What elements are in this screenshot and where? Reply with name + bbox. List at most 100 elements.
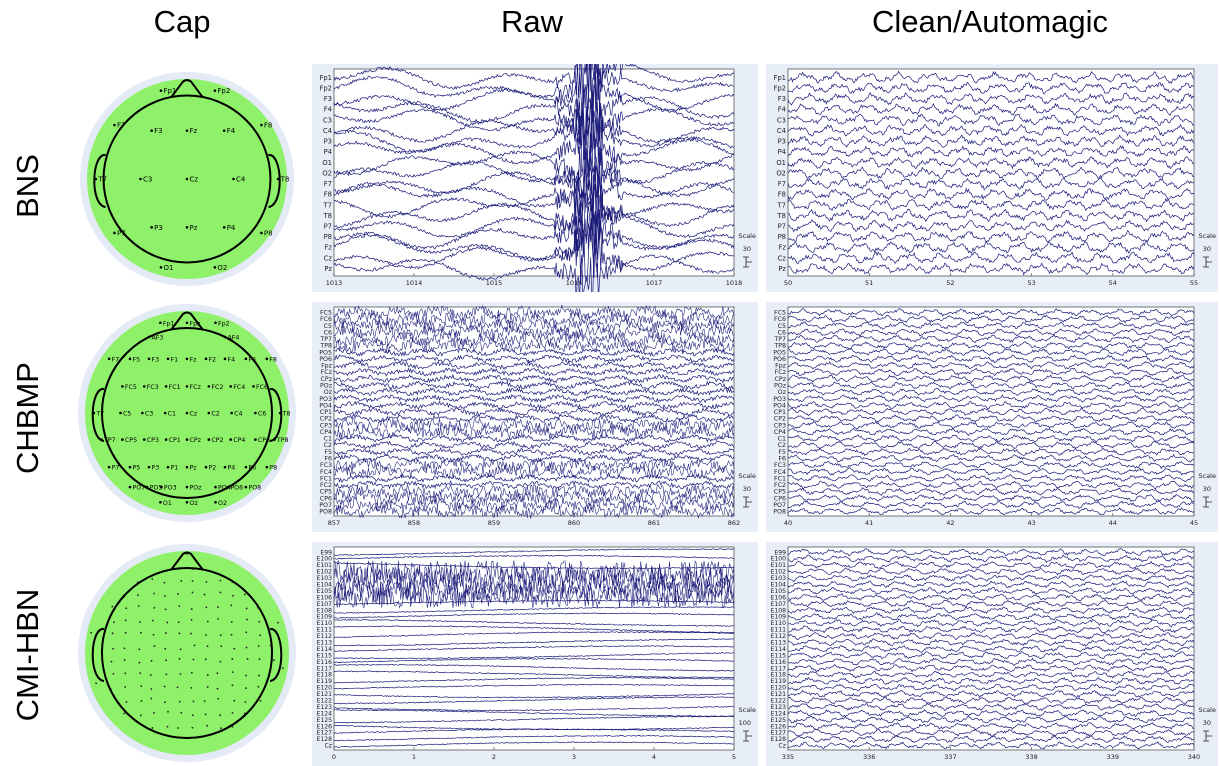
eeg-trace [333, 683, 735, 690]
eeg-trace [334, 631, 735, 638]
x-tick-label: 1018 [726, 279, 743, 287]
electrode-dot [166, 621, 169, 624]
electrode-dot [220, 645, 223, 648]
channel-label: PO8 [773, 509, 786, 516]
x-tick-label: 43 [1027, 519, 1035, 527]
electrode-dot [110, 660, 113, 663]
electrode-dot [257, 645, 260, 647]
channel-label: E107 [316, 601, 332, 608]
eeg-trace [787, 507, 1195, 516]
channel-label: CP2 [320, 416, 332, 423]
channel-label: PO8 [319, 509, 332, 516]
eeg-trace [788, 741, 1195, 750]
channel-label: E114 [770, 646, 786, 653]
x-tick-label: 860 [568, 519, 580, 527]
electrode-label: P4 [227, 224, 236, 232]
eeg-trace [333, 91, 735, 153]
electrode-dot [178, 700, 181, 703]
channel-label: CP6 [774, 495, 786, 502]
electrode-dot [206, 645, 209, 648]
electrode-dot [278, 411, 282, 415]
electrode-dot [150, 697, 153, 700]
electrode-dot [252, 385, 255, 388]
electrode-dot [159, 321, 162, 325]
channel-label: E106 [770, 594, 786, 601]
electrode-dot [230, 604, 233, 607]
x-tick-label: 336 [863, 753, 875, 761]
electrode-dot [164, 385, 168, 388]
electrode-label: Cz [190, 176, 199, 184]
eeg-trace [787, 81, 1195, 95]
electrode-dot [231, 671, 234, 674]
eeg-trace [333, 483, 735, 500]
electrode-label: P7 [112, 465, 120, 472]
eeg-trace [787, 341, 1195, 350]
channel-label: F3 [324, 95, 332, 103]
x-tick-label: 857 [328, 519, 340, 527]
channel-label: TP8 [773, 343, 786, 350]
electrode-label: AF4 [228, 335, 240, 342]
channel-label: E108 [316, 607, 332, 614]
electrode-dot [257, 685, 260, 688]
eeg-trace [787, 735, 1195, 744]
channel-label: E125 [316, 717, 332, 724]
electrode-dot [185, 321, 189, 325]
electrode-dot [233, 699, 236, 702]
electrode-dot [185, 465, 189, 469]
eeg-trace [787, 715, 1195, 724]
eeg-trace [333, 367, 735, 377]
channel-label: E128 [770, 736, 786, 743]
electrode-dot [222, 129, 226, 132]
eeg-trace [787, 308, 1195, 317]
electrode-label: P7 [117, 229, 126, 237]
eeg-trace [787, 166, 1195, 180]
electrode-label: F7 [117, 122, 125, 130]
electrode-dot [244, 465, 248, 469]
channel-label: FC1 [320, 475, 332, 482]
eeg-trace [333, 168, 735, 223]
electrode-dot [163, 701, 166, 704]
electrode-dot [259, 699, 262, 702]
eeg-trace [787, 625, 1195, 634]
electrode-dot [214, 485, 217, 489]
eeg-trace [333, 715, 734, 724]
eeg-trace [787, 487, 1195, 496]
electrode-dot [176, 686, 179, 689]
channel-label: E128 [316, 736, 332, 743]
scale-value: 30 [1203, 245, 1211, 253]
electrode-dot [223, 357, 227, 361]
channel-label: P7 [324, 222, 332, 230]
electrode-dot [128, 485, 132, 489]
channel-label: FC1 [774, 475, 786, 482]
eeg-trace [787, 348, 1195, 357]
eeg-trace [787, 334, 1195, 344]
eeg-trace [333, 413, 735, 424]
eeg-trace [788, 367, 1195, 377]
x-tick-label: 858 [408, 519, 420, 527]
channel-label: O1 [776, 159, 786, 167]
eeg-trace [333, 394, 735, 404]
electrode-dot [150, 659, 153, 662]
channel-label: Fpz [321, 363, 333, 370]
electrode-dot [222, 226, 226, 229]
electrode-dot [217, 697, 220, 700]
eeg-trace [787, 434, 1194, 443]
channel-label: FC6 [774, 316, 786, 323]
electrode-dot [245, 674, 247, 677]
channel-label: E127 [316, 730, 332, 737]
electrode-dot [185, 226, 189, 229]
electrode-dot [140, 631, 142, 634]
channel-label: E107 [770, 601, 786, 608]
electrode-label: C4 [236, 176, 246, 184]
eeg-trace [333, 424, 735, 440]
channel-label: E102 [770, 569, 786, 576]
electrode-dot [151, 727, 154, 729]
x-tick-label: 1015 [486, 279, 503, 287]
electrode-dot [145, 485, 149, 489]
electrode-dot [204, 634, 207, 636]
electrode-dot [166, 725, 169, 728]
electrode-dot [179, 648, 182, 651]
electrode-label: C3 [145, 411, 153, 418]
eeg-trace [787, 560, 1195, 569]
channel-label: E125 [770, 717, 786, 724]
